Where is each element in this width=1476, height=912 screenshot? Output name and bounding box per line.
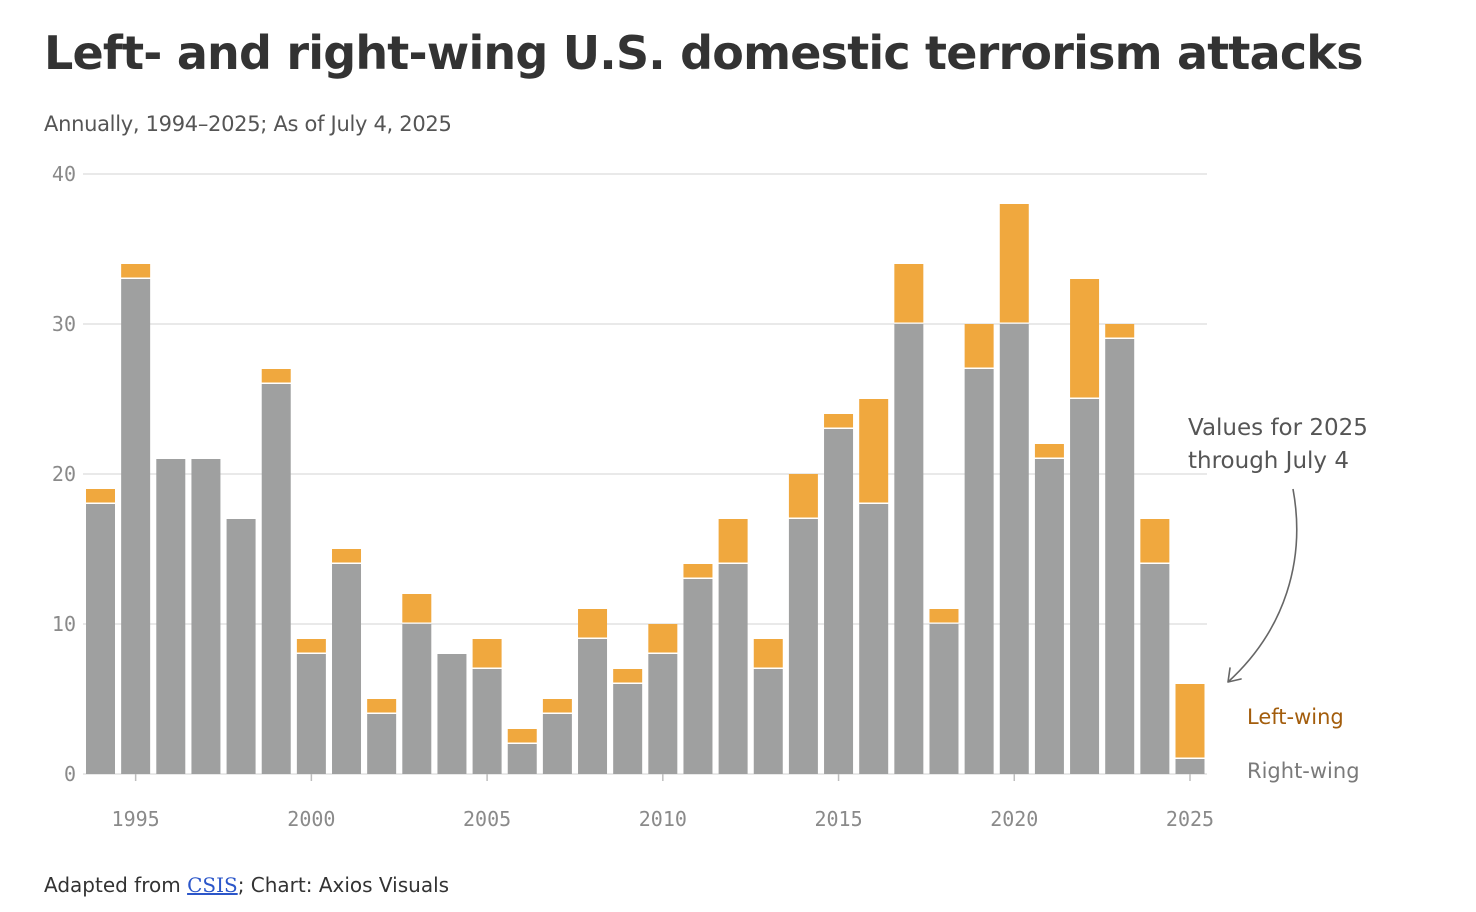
bar-left-wing-1995 bbox=[121, 264, 151, 278]
bar-right-wing-2025 bbox=[1175, 759, 1205, 774]
bar-right-wing-1994 bbox=[86, 504, 115, 774]
bar-left-wing-2011 bbox=[683, 564, 713, 578]
annotation-2025: Values for 2025 through July 4 bbox=[1188, 415, 1368, 683]
footer-prefix: Adapted from bbox=[44, 873, 188, 897]
bar-left-wing-2021 bbox=[1034, 444, 1064, 458]
annotation-line-1: Values for 2025 bbox=[1188, 415, 1368, 441]
bar-right-wing-2002 bbox=[367, 714, 397, 774]
bar-right-wing-2000 bbox=[296, 654, 326, 774]
bar-right-wing-2005 bbox=[472, 669, 502, 774]
bar-right-wing-1997 bbox=[191, 459, 221, 774]
x-tick-label-2000: 2000 bbox=[287, 807, 335, 831]
bar-right-wing-2018 bbox=[929, 624, 959, 774]
bar-right-wing-2023 bbox=[1105, 339, 1135, 774]
legend-right-wing: Right-wing bbox=[1247, 759, 1360, 783]
bar-left-wing-2006 bbox=[507, 729, 537, 743]
bar-right-wing-2022 bbox=[1070, 399, 1100, 774]
bar-left-wing-2013 bbox=[753, 639, 783, 668]
annotation-arrowhead bbox=[1227, 667, 1242, 683]
bar-left-wing-2005 bbox=[472, 639, 502, 668]
bar-right-wing-1995 bbox=[121, 279, 151, 774]
bar-left-wing-2024 bbox=[1140, 519, 1170, 563]
bar-left-wing-2010 bbox=[648, 624, 678, 653]
source-link-csis[interactable]: CSIS bbox=[187, 873, 238, 897]
x-tick-label-2020: 2020 bbox=[990, 807, 1038, 831]
bar-right-wing-1998 bbox=[226, 519, 256, 774]
bar-right-wing-2021 bbox=[1034, 459, 1064, 774]
bar-left-wing-2001 bbox=[332, 549, 362, 563]
bar-left-wing-2002 bbox=[367, 699, 397, 713]
bar-left-wing-1994 bbox=[86, 489, 115, 503]
bar-right-wing-2009 bbox=[613, 684, 643, 774]
bar-right-wing-2024 bbox=[1140, 564, 1170, 774]
bar-left-wing-2012 bbox=[718, 519, 748, 563]
bar-right-wing-2012 bbox=[718, 564, 748, 774]
bar-right-wing-2001 bbox=[332, 564, 362, 774]
legend-left-wing: Left-wing bbox=[1247, 705, 1344, 729]
x-tick-label-2015: 2015 bbox=[814, 807, 862, 831]
annotation-arrow-curve bbox=[1227, 488, 1298, 683]
y-tick-label-40: 40 bbox=[52, 162, 76, 186]
bar-right-wing-2019 bbox=[964, 369, 994, 774]
bar-left-wing-2014 bbox=[788, 474, 818, 518]
y-axis-tick-labels: 0 10 20 30 40 bbox=[52, 162, 76, 786]
bar-right-wing-2008 bbox=[578, 639, 608, 774]
legend: Left-wing Right-wing bbox=[1247, 705, 1360, 783]
bar-right-wing-2013 bbox=[753, 669, 783, 774]
bar-right-wing-2010 bbox=[648, 654, 678, 774]
bar-left-wing-2015 bbox=[824, 414, 854, 428]
bar-right-wing-2017 bbox=[894, 324, 924, 774]
bar-right-wing-2006 bbox=[507, 744, 537, 774]
bar-left-wing-2016 bbox=[859, 399, 889, 503]
bar-left-wing-2022 bbox=[1070, 279, 1100, 398]
x-tick-label-2005: 2005 bbox=[463, 807, 511, 831]
bar-right-wing-2007 bbox=[542, 714, 572, 774]
bar-right-wing-1999 bbox=[261, 384, 291, 774]
bar-right-wing-2014 bbox=[788, 519, 818, 774]
y-tick-label-20: 20 bbox=[52, 462, 76, 486]
x-tick-label-1995: 1995 bbox=[112, 807, 160, 831]
bar-left-wing-2017 bbox=[894, 264, 924, 323]
bar-right-wing-1996 bbox=[156, 459, 186, 774]
x-tick-label-2025: 2025 bbox=[1166, 807, 1214, 831]
y-tick-label-0: 0 bbox=[64, 762, 76, 786]
y-tick-label-10: 10 bbox=[52, 612, 76, 636]
footer-suffix: ; Chart: Axios Visuals bbox=[237, 873, 450, 897]
bar-right-wing-2004 bbox=[437, 654, 467, 774]
bar-left-wing-2018 bbox=[929, 609, 959, 623]
bar-left-wing-2020 bbox=[999, 204, 1029, 323]
bars bbox=[86, 204, 1205, 774]
chart-subtitle: Annually, 1994–2025; As of July 4, 2025 bbox=[44, 112, 452, 136]
bar-right-wing-2003 bbox=[402, 624, 432, 774]
bar-left-wing-2025 bbox=[1175, 684, 1205, 758]
bar-right-wing-2020 bbox=[999, 324, 1029, 774]
chart-title: Left- and right-wing U.S. domestic terro… bbox=[44, 26, 1363, 80]
x-tick-label-2010: 2010 bbox=[639, 807, 687, 831]
bar-left-wing-2019 bbox=[964, 324, 994, 368]
bar-left-wing-1999 bbox=[261, 369, 291, 383]
chart-footer: Adapted from CSIS; Chart: Axios Visuals bbox=[44, 873, 449, 897]
stacked-bar-chart: 0 10 20 30 40 1995 2000 2005 2010 2015 2020 2025 V… bbox=[52, 162, 1368, 831]
bar-left-wing-2023 bbox=[1105, 324, 1135, 338]
bar-left-wing-2009 bbox=[613, 669, 643, 683]
x-axis-ticks: 1995 2000 2005 2010 2015 2020 2025 bbox=[112, 774, 1214, 831]
bar-left-wing-2003 bbox=[402, 594, 432, 623]
bar-left-wing-2008 bbox=[578, 609, 608, 638]
bar-right-wing-2011 bbox=[683, 579, 713, 774]
bar-left-wing-2007 bbox=[542, 699, 572, 713]
annotation-line-2: through July 4 bbox=[1188, 448, 1349, 474]
bar-right-wing-2016 bbox=[859, 504, 889, 774]
bar-right-wing-2015 bbox=[824, 429, 854, 774]
bar-left-wing-2000 bbox=[296, 639, 326, 653]
y-tick-label-30: 30 bbox=[52, 312, 76, 336]
